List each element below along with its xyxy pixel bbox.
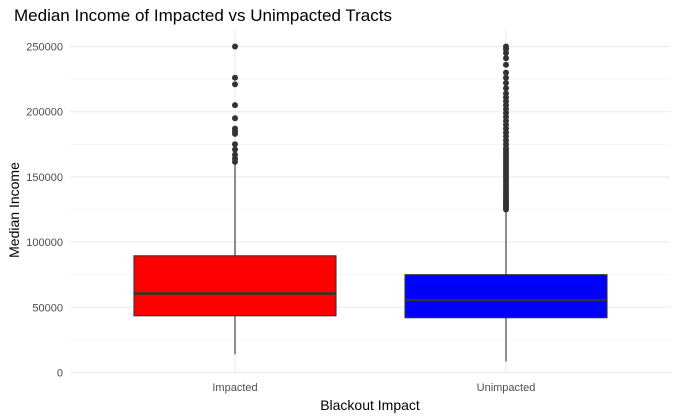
y-axis-ticks: 0 50000 100000 150000 200000 250000 [26, 42, 63, 380]
grid-lines [70, 30, 670, 374]
outlier-point [232, 43, 238, 50]
outlier-point [232, 151, 238, 158]
chart-title: Median Income of Impacted vs Unimpacted … [14, 6, 392, 25]
outlier-point [503, 69, 509, 76]
outlier-point [503, 55, 509, 62]
box-iqr [133, 255, 337, 317]
outlier-point [232, 115, 238, 122]
outlier-point [232, 81, 238, 88]
y-tick-label: 150000 [26, 172, 63, 184]
x-axis-ticks: Impacted Unimpacted [212, 382, 535, 394]
outlier-point [503, 85, 509, 92]
y-tick-label: 250000 [26, 42, 63, 54]
outlier-point [503, 90, 509, 97]
y-tick-label: 200000 [26, 107, 63, 119]
x-tick-label: Impacted [212, 382, 257, 394]
y-tick-label: 50000 [32, 302, 63, 314]
y-tick-label: 0 [57, 368, 63, 380]
outlier-point [232, 74, 238, 81]
box-iqr [404, 274, 608, 319]
y-axis-title: Median Income [6, 162, 22, 258]
outlier-point [232, 141, 238, 148]
outlier-point [503, 80, 509, 87]
x-tick-label: Unimpacted [477, 382, 536, 394]
outlier-point [232, 102, 238, 109]
box-series [133, 43, 608, 362]
outlier-point [232, 125, 238, 132]
box-group-unimpacted [404, 43, 608, 362]
outlier-point [503, 43, 509, 50]
x-axis-title: Blackout Impact [320, 397, 420, 413]
outlier-point [503, 61, 509, 68]
box-group-impacted [133, 43, 337, 355]
outlier-point [232, 146, 238, 153]
outlier-point [503, 74, 509, 81]
y-tick-label: 100000 [26, 237, 63, 249]
